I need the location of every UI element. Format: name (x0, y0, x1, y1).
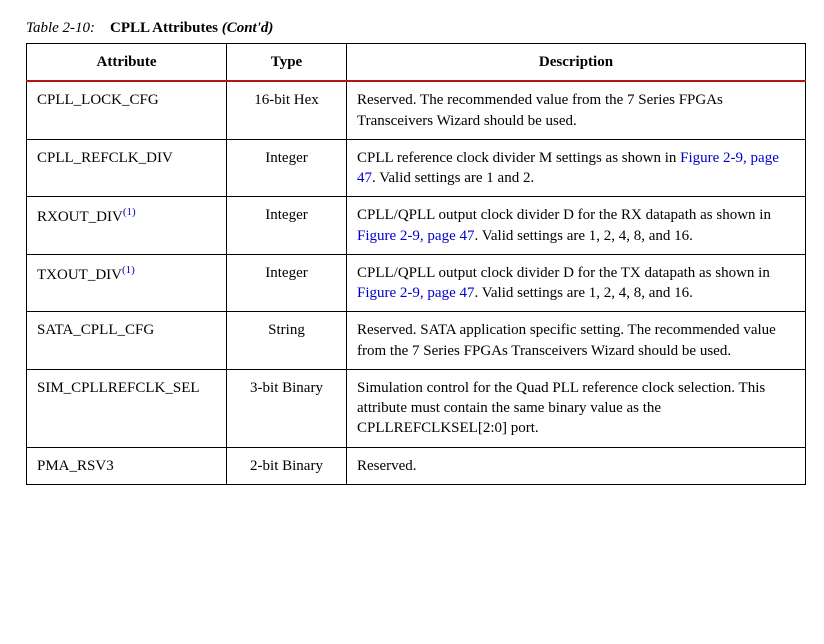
type-cell: Integer (227, 254, 347, 312)
table-row: SIM_CPLLREFCLK_SEL 3-bit BinarySimulation… (27, 369, 806, 447)
table-row: CPLL_REFCLK_DIV Integer CPLL reference clo… (27, 139, 806, 197)
desc-cell: Simulation control for the Quad PLL refe… (347, 369, 806, 447)
footnote-ref[interactable]: (1) (122, 264, 135, 276)
type-cell: Integer (227, 139, 347, 197)
header-type: Type (227, 44, 347, 82)
desc-cell: CPLL/QPLL output clock divider D for the… (347, 254, 806, 312)
attr-cell: PMA_RSV3 (27, 447, 227, 484)
attr-name: RXOUT_DIV (37, 209, 123, 225)
desc-text: . Valid settings are 1, 2, 4, 8, and 16. (474, 228, 692, 244)
desc-text: Reserved. (357, 458, 417, 474)
footnote-ref[interactable]: (1) (123, 206, 136, 218)
attr-name: SIM_CPLLREFCLK_SEL (37, 380, 200, 396)
table-row: CPLL_LOCK_CFG 16-bit Hex Reserved. The rec… (27, 81, 806, 139)
table-caption: Table 2-10: CPLL Attributes (Cont'd) (26, 20, 804, 37)
type-cell: 16-bit Hex (227, 81, 347, 139)
desc-text: CPLL/QPLL output clock divider D for the… (357, 265, 770, 281)
attr-cell: CPLL_REFCLK_DIV (27, 139, 227, 197)
desc-cell: Reserved. SATA application specific sett… (347, 312, 806, 370)
attr-cell: TXOUT_DIV(1) (27, 254, 227, 312)
attr-name: CPLL_LOCK_CFG (37, 92, 159, 108)
desc-text: Simulation control for the Quad PLL refe… (357, 380, 765, 437)
type-cell: Integer (227, 197, 347, 255)
desc-cell: CPLL/QPLL output clock divider D for the… (347, 197, 806, 255)
attr-cell: RXOUT_DIV(1) (27, 197, 227, 255)
desc-text: Reserved. The recommended value from the… (357, 92, 723, 128)
desc-text: . Valid settings are 1 and 2. (372, 170, 534, 186)
header-description: Description (347, 44, 806, 82)
caption-title: CPLL Attributes (110, 20, 218, 36)
table-header-row: Attribute Type Description (27, 44, 806, 82)
header-attribute: Attribute (27, 44, 227, 82)
caption-label: Table 2-10: (26, 20, 95, 36)
attr-cell: SIM_CPLLREFCLK_SEL (27, 369, 227, 447)
type-cell: 2-bit Binary (227, 447, 347, 484)
desc-text: CPLL/QPLL output clock divider D for the… (357, 207, 771, 223)
attr-name: PMA_RSV3 (37, 458, 114, 474)
attr-cell: CPLL_LOCK_CFG (27, 81, 227, 139)
desc-text: . Valid settings are 1, 2, 4, 8, and 16. (474, 285, 692, 301)
attr-name: TXOUT_DIV (37, 267, 122, 283)
attr-cell: SATA_CPLL_CFG (27, 312, 227, 370)
table-row: SATA_CPLL_CFG String Reserved. SATA applic… (27, 312, 806, 370)
desc-text: Reserved. SATA application specific sett… (357, 322, 776, 358)
table-row: RXOUT_DIV(1)IntegerCPLL/QPLL output cloc… (27, 197, 806, 255)
attr-name: SATA_CPLL_CFG (37, 322, 154, 338)
type-cell: String (227, 312, 347, 370)
attr-name: CPLL_REFCLK_DIV (37, 150, 173, 166)
desc-cell: Reserved. (347, 447, 806, 484)
desc-text: CPLL reference clock divider M settings … (357, 150, 680, 166)
caption-cont-text: (Cont'd) (222, 20, 274, 36)
type-cell: 3-bit Binary (227, 369, 347, 447)
caption-spacer (99, 20, 107, 36)
attributes-table: Attribute Type Description CPLL_LOCK_CFG… (26, 43, 806, 485)
figure-link[interactable]: Figure 2-9, page 47 (357, 228, 474, 244)
desc-cell: CPLL reference clock divider M settings … (347, 139, 806, 197)
table-row: PMA_RSV3 2-bit Binary Reserved. (27, 447, 806, 484)
desc-cell: Reserved. The recommended value from the… (347, 81, 806, 139)
figure-link[interactable]: Figure 2-9, page 47 (357, 285, 474, 301)
table-row: TXOUT_DIV(1)IntegerCPLL/QPLL output cloc… (27, 254, 806, 312)
